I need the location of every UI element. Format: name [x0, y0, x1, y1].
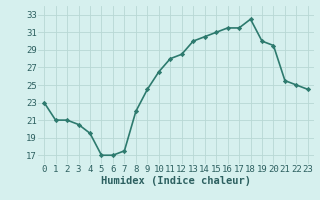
X-axis label: Humidex (Indice chaleur): Humidex (Indice chaleur): [101, 176, 251, 186]
